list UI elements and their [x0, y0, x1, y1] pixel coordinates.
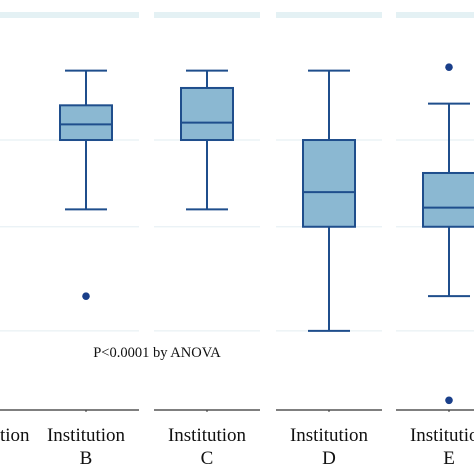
x-axis: tion InstitutionBInstitutionCInstitutionD…	[0, 409, 474, 469]
iqr-box	[422, 171, 474, 228]
iqr-box	[59, 104, 113, 142]
category-label-line2: D	[322, 448, 336, 469]
panel-top-band	[0, 12, 33, 18]
box-group-c	[180, 69, 234, 211]
iqr-box	[180, 86, 234, 142]
panel-top-band	[154, 12, 260, 18]
category-label-line2: E	[443, 448, 455, 469]
box-group-d	[302, 69, 356, 332]
gridlines	[0, 139, 474, 332]
anova-annotation: P<0.0001 by ANOVA	[93, 345, 221, 361]
box-group-b	[59, 69, 113, 300]
boxes	[59, 63, 474, 405]
panel-top-band	[33, 12, 139, 18]
category-label-line1: tion	[0, 425, 30, 446]
category-label-line1: Institution	[290, 425, 369, 446]
category-label-line1: Institution	[168, 425, 247, 446]
top-band	[0, 12, 474, 18]
outlier-point	[445, 63, 453, 71]
iqr-box	[302, 139, 356, 228]
category-label-line1: Institution	[47, 425, 126, 446]
panel-top-band	[276, 12, 382, 18]
panel-top-band	[396, 12, 474, 18]
outlier-point	[445, 396, 453, 405]
box-group-e	[422, 63, 474, 405]
category-label-line1: Institution	[410, 425, 474, 446]
category-label-line2: B	[80, 448, 93, 469]
category-label-line2: C	[201, 448, 214, 469]
outlier-point	[82, 292, 90, 300]
